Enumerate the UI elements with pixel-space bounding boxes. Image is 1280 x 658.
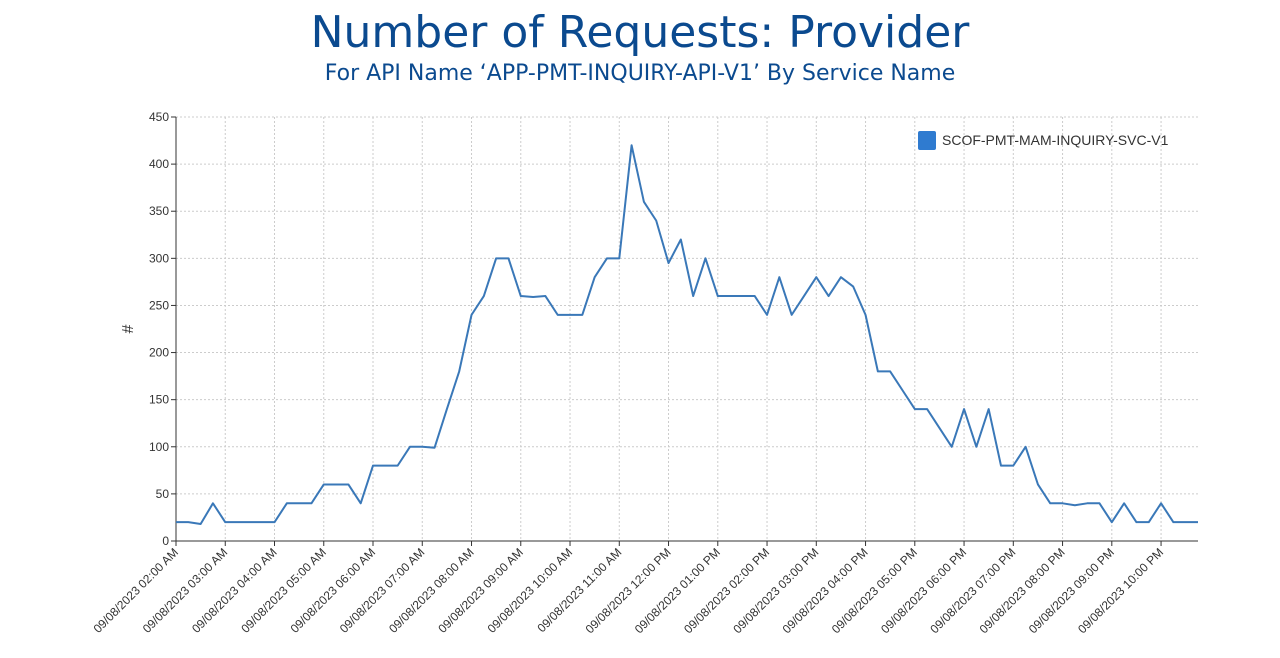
x-tick-label: 09/08/2023 04:00 AM <box>189 545 280 636</box>
y-tick-label: 200 <box>149 346 169 360</box>
y-tick-label: 300 <box>149 251 169 265</box>
x-tick-label: 09/08/2023 03:00 AM <box>140 545 231 636</box>
y-tick-label: 150 <box>149 393 169 407</box>
x-tick-label: 09/08/2023 09:00 AM <box>435 545 526 636</box>
x-tick-label: 09/08/2023 11:00 AM <box>534 545 624 635</box>
x-tick-label: 09/08/2023 01:00 PM <box>632 545 723 636</box>
y-tick-label: 50 <box>156 487 170 501</box>
grid-lines <box>176 116 1198 541</box>
x-tick-label: 09/08/2023 12:00 PM <box>583 545 674 636</box>
x-tick-label: 09/08/2023 04:00 PM <box>780 545 871 636</box>
x-tick-label: 09/08/2023 05:00 AM <box>238 545 329 636</box>
x-tick-label: 09/08/2023 09:00 PM <box>1026 545 1117 636</box>
axes <box>175 117 1198 542</box>
chart-title: Number of Requests: Provider <box>310 7 970 58</box>
y-tick-label: 0 <box>162 534 169 548</box>
legend-swatch[interactable] <box>918 131 936 150</box>
y-axis-ticks: 0 50 100 150 200 250 300 350 400 450 <box>149 110 176 548</box>
x-tick-label: 09/08/2023 02:00 PM <box>681 545 772 636</box>
legend-label: SCOF-PMT-MAM-INQUIRY-SVC-V1 <box>942 132 1169 148</box>
y-tick-label: 450 <box>149 110 169 124</box>
x-tick-label: 09/08/2023 06:00 PM <box>878 545 969 636</box>
y-tick-label: 350 <box>149 204 169 218</box>
x-tick-label: 09/08/2023 07:00 PM <box>927 545 1018 636</box>
x-tick-label: 09/08/2023 10:00 AM <box>485 545 576 636</box>
series-line-0 <box>176 144 1198 526</box>
y-tick-label: 100 <box>149 440 169 454</box>
x-tick-label: 09/08/2023 05:00 PM <box>829 545 920 636</box>
y-tick-label: 250 <box>149 298 169 312</box>
x-tick-label: 09/08/2023 08:00 AM <box>386 545 477 636</box>
y-tick-label: 400 <box>149 157 169 171</box>
x-tick-label: 09/08/2023 10:00 PM <box>1075 545 1166 636</box>
x-tick-label: 09/08/2023 02:00 AM <box>91 545 182 636</box>
y-axis-label: # <box>120 324 137 333</box>
chart-subtitle: For API Name ‘APP-PMT-INQUIRY-API-V1’ By… <box>324 61 956 86</box>
series-group <box>176 144 1198 526</box>
x-tick-label: 09/08/2023 03:00 PM <box>730 545 821 636</box>
x-tick-label: 09/08/2023 07:00 AM <box>337 545 428 636</box>
x-tick-label: 09/08/2023 08:00 PM <box>977 545 1068 636</box>
x-tick-label: 09/08/2023 06:00 AM <box>288 545 379 636</box>
legend: SCOF-PMT-MAM-INQUIRY-SVC-V1 <box>918 131 1169 150</box>
